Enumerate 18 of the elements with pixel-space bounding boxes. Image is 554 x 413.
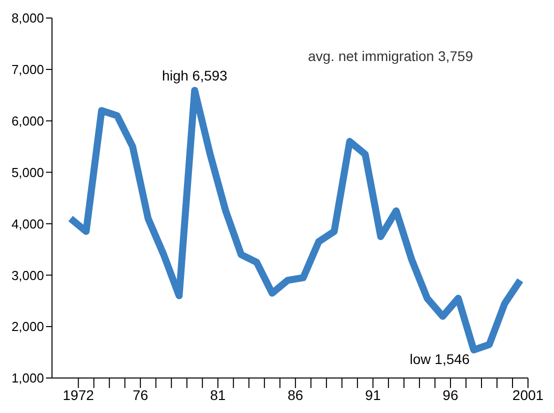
- y-tick-label: 6,000: [11, 113, 44, 128]
- x-tick-label: 2001: [512, 386, 544, 403]
- y-tick-label: 7,000: [11, 62, 44, 78]
- annotation: low 1,546: [410, 350, 470, 367]
- annotation: avg. net immigration 3,759: [308, 48, 473, 64]
- x-tick-label: 91: [365, 386, 381, 403]
- x-tick-label: 86: [288, 386, 304, 403]
- x-tick-label: 1972: [62, 386, 94, 403]
- x-tick-label: 76: [132, 386, 148, 403]
- y-tick-label: 5,000: [11, 164, 44, 180]
- y-tick-label: 1,000: [11, 370, 44, 386]
- y-tick-label: 8,000: [11, 10, 44, 26]
- y-tick-label: 4,000: [11, 216, 44, 232]
- x-tick-label: 96: [442, 386, 458, 403]
- y-tick-label: 3,000: [11, 268, 44, 283]
- annotation: high 6,593: [162, 67, 228, 84]
- y-tick-label: 2,000: [11, 319, 44, 334]
- x-tick-label: 81: [210, 386, 226, 403]
